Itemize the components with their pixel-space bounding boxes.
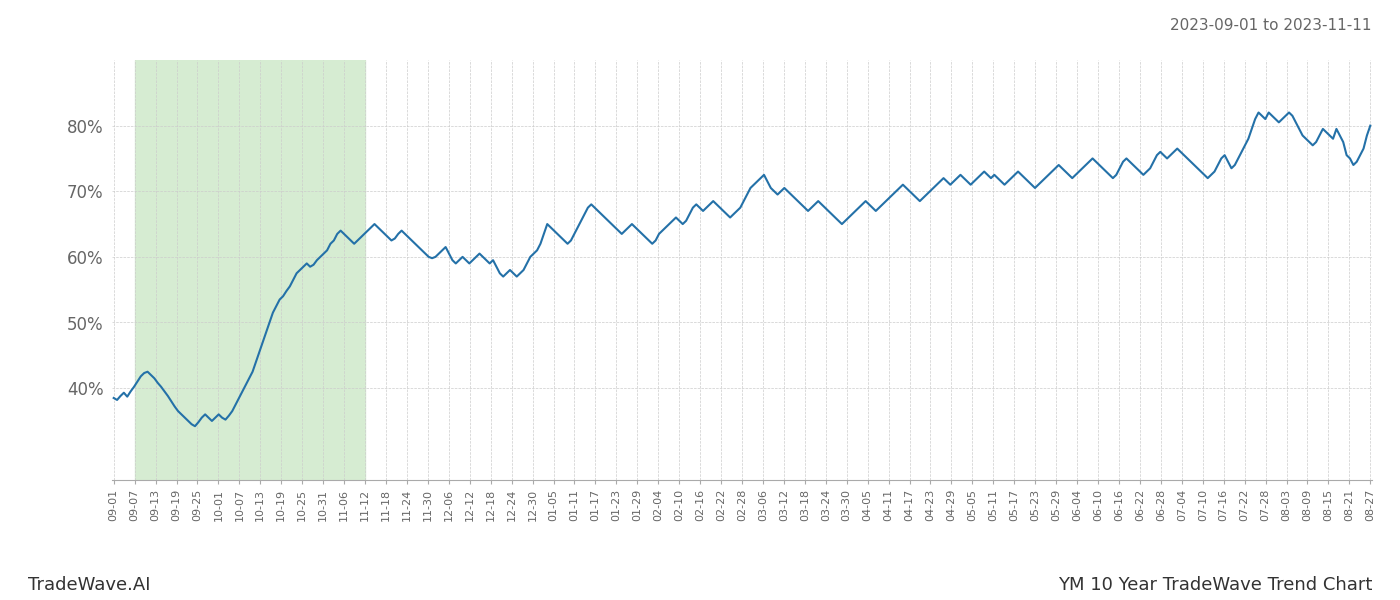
Text: 2023-09-01 to 2023-11-11: 2023-09-01 to 2023-11-11: [1170, 18, 1372, 33]
Text: TradeWave.AI: TradeWave.AI: [28, 576, 151, 594]
Bar: [134, 60, 365, 480]
Text: YM 10 Year TradeWave Trend Chart: YM 10 Year TradeWave Trend Chart: [1057, 576, 1372, 594]
